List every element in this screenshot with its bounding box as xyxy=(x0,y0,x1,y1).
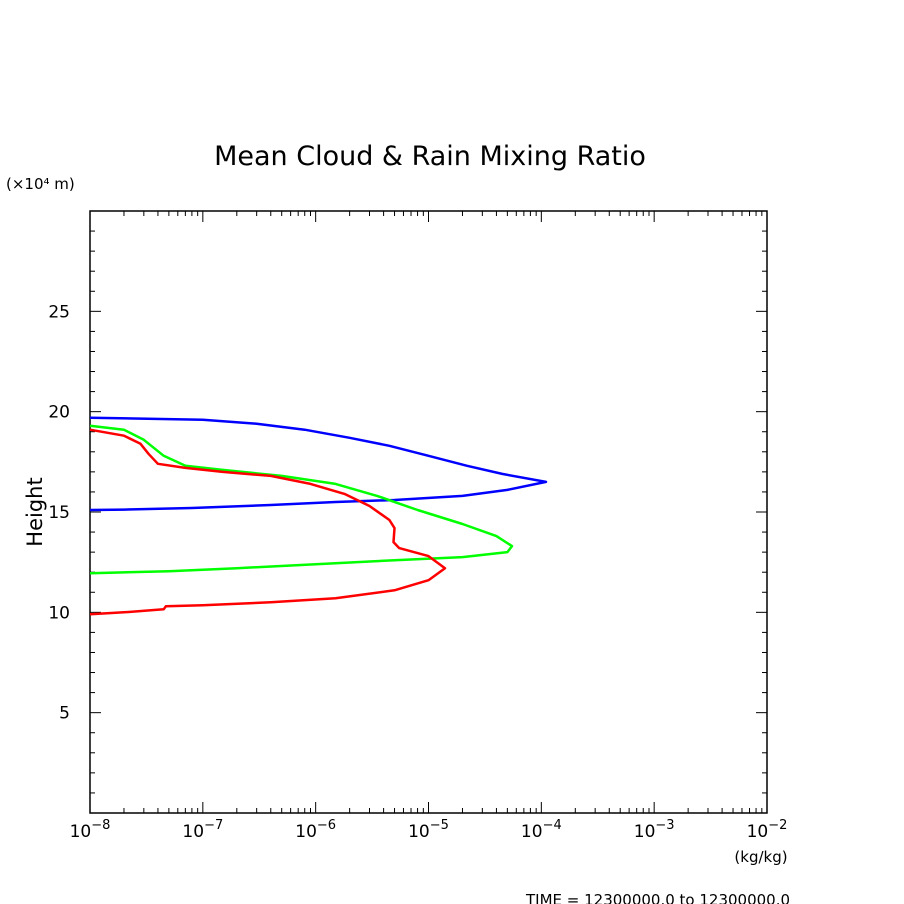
chart-title: Mean Cloud & Rain Mixing Ratio xyxy=(214,141,646,172)
x-tick-label: 10−4 xyxy=(521,818,562,842)
x-tick-label: 10−5 xyxy=(408,818,449,842)
y-unit-label: (×10⁴ m) xyxy=(6,175,75,193)
series-line-3 xyxy=(89,428,447,616)
x-unit-label: (kg/kg) xyxy=(734,848,787,866)
series-line-2 xyxy=(89,424,514,575)
plot-frame xyxy=(89,210,768,814)
x-tick-label: 10−3 xyxy=(634,818,675,842)
x-tick-label: 10−6 xyxy=(295,818,336,842)
y-tick-label: 25 xyxy=(48,302,70,322)
y-tick-label: 10 xyxy=(48,603,70,623)
y-axis-label: Height xyxy=(23,477,47,546)
y-tick-label: 5 xyxy=(59,704,70,724)
footer-time: TIME = 12300000.0 to 12300000.0 xyxy=(525,891,790,904)
x-tick-label: 10−7 xyxy=(182,818,223,842)
axis-ticks xyxy=(89,211,768,813)
y-tick-label: 20 xyxy=(48,403,70,423)
series-group xyxy=(89,416,548,616)
x-tick-label: 10−2 xyxy=(747,818,788,842)
y-tick-labels: 5 10 15 20 25 xyxy=(48,302,70,723)
x-tick-labels: 10−8 10−7 10−6 10−5 10−4 10−3 10−2 xyxy=(70,818,788,842)
series-line-1 xyxy=(89,416,548,512)
x-tick-label: 10−8 xyxy=(70,818,111,842)
y-tick-label: 15 xyxy=(48,503,70,523)
